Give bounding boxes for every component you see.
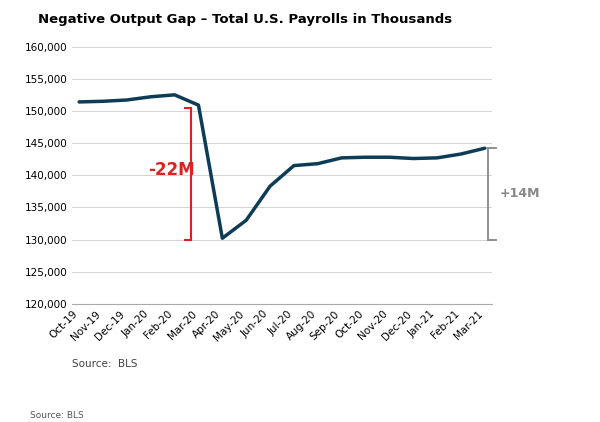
Text: Negative Output Gap – Total U.S. Payrolls in Thousands: Negative Output Gap – Total U.S. Payroll… (38, 13, 452, 26)
Text: Source: BLS: Source: BLS (30, 411, 84, 420)
Text: Source:  BLS: Source: BLS (72, 359, 137, 369)
Text: -22M: -22M (148, 161, 195, 179)
Text: +14M: +14M (499, 187, 539, 200)
